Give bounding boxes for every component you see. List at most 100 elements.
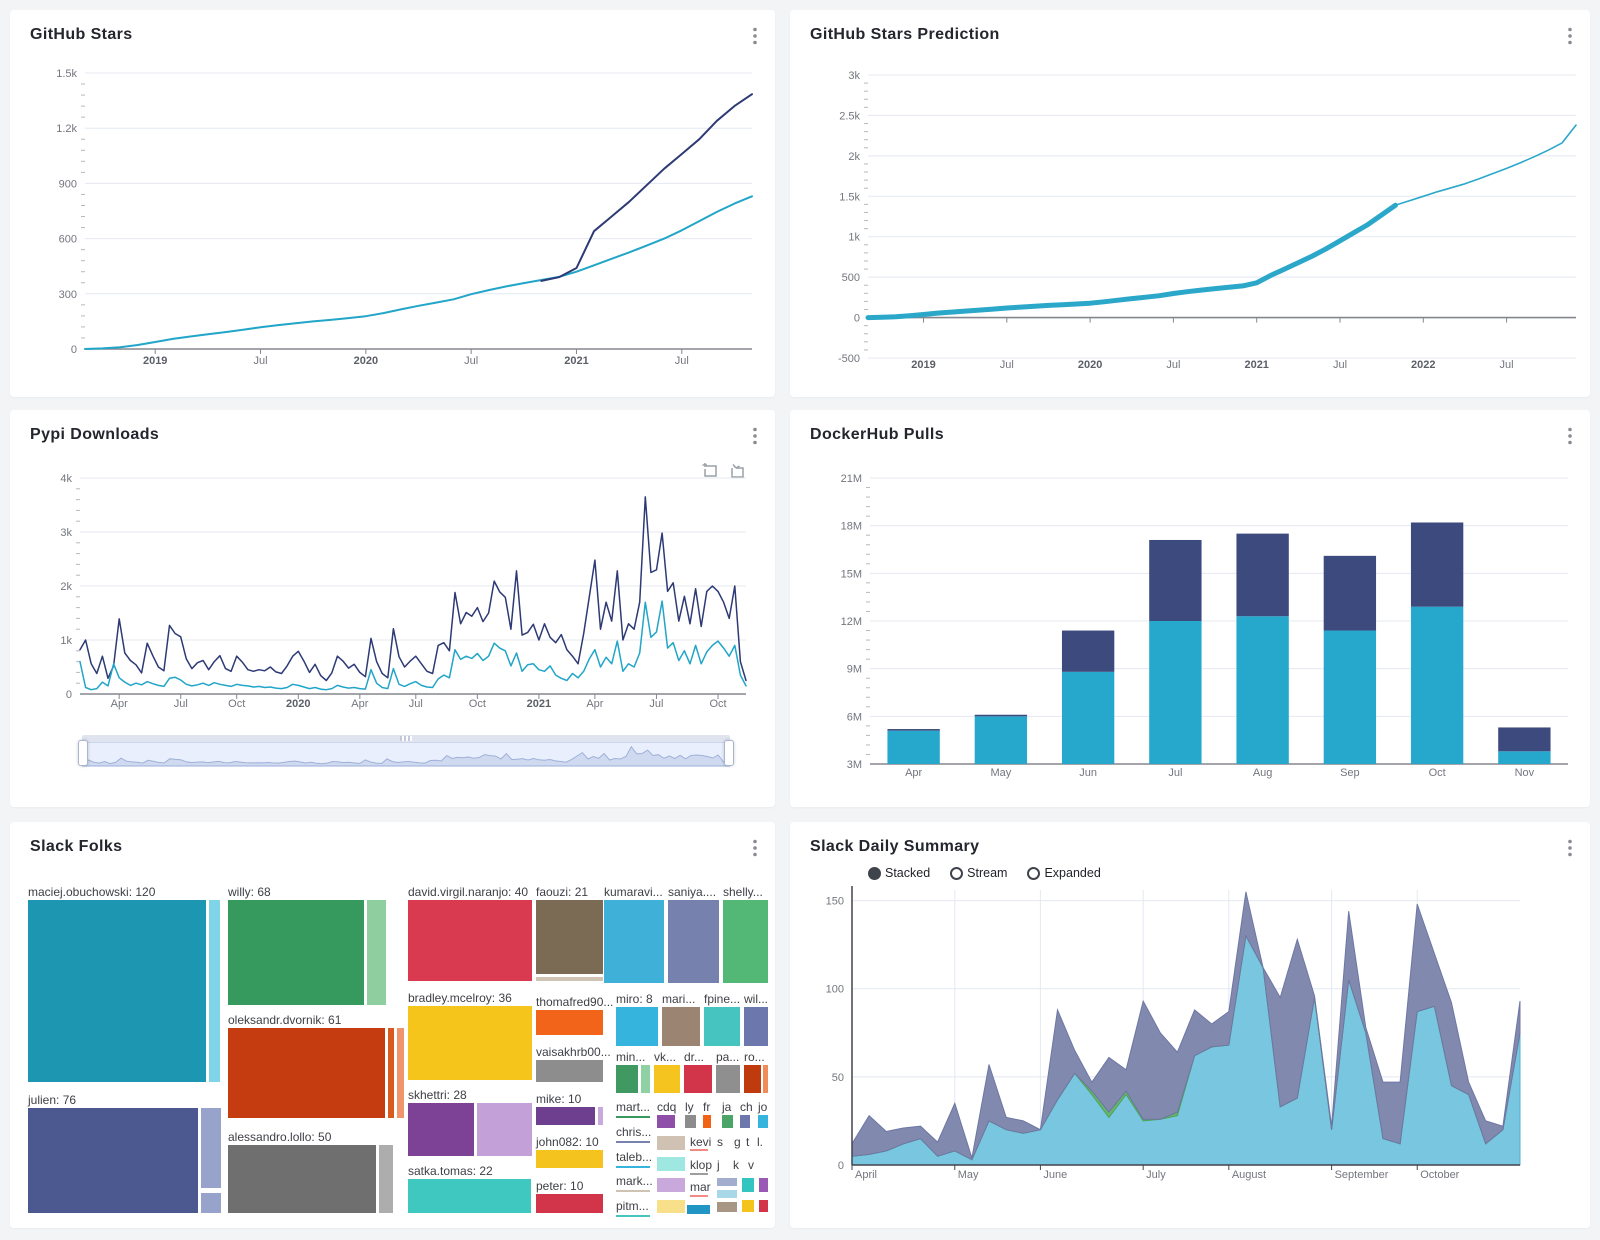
treemap-block[interactable] — [657, 1136, 685, 1150]
treemap-block[interactable] — [657, 1115, 675, 1128]
treemap-block[interactable] — [408, 1179, 531, 1213]
treemap-block[interactable] — [690, 1173, 708, 1175]
treemap-block[interactable] — [722, 1115, 733, 1128]
treemap-block[interactable] — [744, 1007, 768, 1046]
panel-title: Slack Daily Summary — [810, 838, 980, 855]
kebab-menu-icon[interactable] — [1562, 426, 1578, 446]
legend-item-stream[interactable]: Stream — [950, 866, 1007, 880]
github-stars-chart[interactable]: 0 300 600 900 1.2k 1.5k 2019 Jul 2020 Jul 2021 Jul — [10, 10, 775, 397]
kebab-menu-icon[interactable] — [1562, 26, 1578, 46]
treemap-block[interactable] — [536, 1194, 603, 1213]
treemap-block[interactable] — [657, 1157, 685, 1171]
treemap-block[interactable] — [408, 900, 532, 981]
treemap-item-label: l. — [757, 1135, 763, 1149]
treemap-block[interactable] — [201, 1108, 221, 1188]
treemap-block[interactable] — [379, 1145, 393, 1213]
datazoom-handle-right[interactable] — [724, 740, 734, 766]
datazoom-handle-left[interactable] — [78, 740, 88, 766]
legend-item-expanded[interactable]: Expanded — [1027, 866, 1101, 880]
treemap-block[interactable] — [742, 1178, 754, 1192]
kebab-menu-icon[interactable] — [747, 838, 763, 858]
zoom-select-icon[interactable] — [701, 462, 718, 479]
treemap-block[interactable] — [742, 1200, 754, 1212]
datazoom-grip-icon[interactable] — [400, 736, 412, 741]
treemap-block[interactable] — [477, 1103, 532, 1156]
treemap-block[interactable] — [228, 1145, 376, 1213]
pypi-downloads-chart[interactable]: 0 1k 2k 3k 4k Apr Jul Oct 2020 Apr Jul Oct 2021 Apr Ju… — [10, 410, 775, 807]
treemap-block[interactable] — [228, 900, 364, 1005]
kebab-menu-icon[interactable] — [747, 426, 763, 446]
kebab-menu-icon[interactable] — [1562, 838, 1578, 858]
treemap-item-label: pa... — [716, 1050, 740, 1064]
kebab-menu-icon[interactable] — [747, 26, 763, 46]
treemap-block[interactable] — [209, 900, 220, 1082]
svg-text:Oct: Oct — [709, 698, 726, 710]
svg-text:1k: 1k — [848, 232, 860, 244]
treemap-block[interactable] — [616, 1190, 650, 1192]
treemap-block[interactable] — [687, 1205, 710, 1214]
treemap-item-label: mart... — [616, 1100, 651, 1114]
treemap-block[interactable] — [744, 1065, 761, 1093]
treemap-item-label: kumaravi... — [604, 885, 663, 899]
treemap-block[interactable] — [717, 1178, 737, 1186]
svg-text:18M: 18M — [841, 521, 862, 533]
slack-daily-summary-chart[interactable]: 0 50 100 150 April May June July August September… — [790, 822, 1590, 1228]
treemap-block[interactable] — [536, 1150, 603, 1168]
treemap-block[interactable] — [703, 1115, 711, 1128]
treemap-block[interactable] — [408, 1103, 474, 1156]
treemap-block[interactable] — [740, 1115, 750, 1128]
treemap-block[interactable] — [408, 1006, 532, 1080]
treemap-block[interactable] — [616, 1116, 650, 1118]
treemap-block[interactable] — [536, 1107, 595, 1125]
svg-text:2020: 2020 — [354, 355, 378, 367]
treemap-item-label: peter: 10 — [536, 1179, 584, 1193]
treemap-block[interactable] — [717, 1190, 737, 1198]
slack-folks-treemap[interactable]: maciej.obuchowski: 120 julien: 76 willy: 6… — [28, 878, 768, 1218]
datazoom-track[interactable] — [82, 735, 730, 742]
dockerhub-pulls-chart[interactable]: 3M 6M 9M 12M 15M 18M 21M Apr May Jun Jul Aug Sep Oct N… — [790, 410, 1590, 807]
treemap-block[interactable] — [657, 1178, 685, 1192]
treemap-block[interactable] — [598, 1107, 603, 1125]
treemap-block[interactable] — [704, 1007, 740, 1046]
treemap-block[interactable] — [536, 900, 603, 974]
treemap-block[interactable] — [28, 900, 206, 1082]
treemap-block[interactable] — [397, 1028, 404, 1118]
github-stars-prediction-chart[interactable]: -500 0 500 1k 1.5k 2k 2.5k 3k 2019 Jul 2020 Jul 2021… — [790, 10, 1590, 397]
treemap-block[interactable] — [28, 1108, 198, 1213]
treemap-block[interactable] — [723, 900, 768, 983]
treemap-block[interactable] — [536, 1060, 603, 1082]
treemap-block[interactable] — [759, 1200, 768, 1212]
treemap-block[interactable] — [367, 900, 386, 1005]
legend-item-stacked[interactable]: Stacked — [868, 866, 930, 880]
treemap-block[interactable] — [758, 1115, 768, 1128]
treemap-block[interactable] — [616, 1007, 658, 1046]
treemap-block[interactable] — [690, 1195, 708, 1197]
treemap-block[interactable] — [684, 1065, 712, 1093]
treemap-block[interactable] — [657, 1200, 685, 1213]
treemap-block[interactable] — [616, 1141, 650, 1143]
treemap-block[interactable] — [662, 1007, 700, 1046]
treemap-block[interactable] — [668, 900, 719, 983]
treemap-block[interactable] — [388, 1028, 394, 1118]
restore-icon[interactable] — [728, 462, 745, 479]
treemap-block[interactable] — [763, 1065, 768, 1093]
treemap-block[interactable] — [536, 977, 603, 981]
treemap-block[interactable] — [616, 1215, 650, 1217]
treemap-block[interactable] — [716, 1065, 740, 1093]
treemap-block[interactable] — [641, 1065, 650, 1093]
treemap-block[interactable] — [228, 1028, 385, 1118]
svg-text:-500: -500 — [838, 353, 860, 365]
treemap-block[interactable] — [759, 1178, 768, 1192]
datazoom-window[interactable] — [82, 742, 730, 767]
treemap-block[interactable] — [690, 1149, 708, 1151]
datazoom-slider[interactable] — [78, 735, 734, 768]
treemap-block[interactable] — [654, 1065, 680, 1093]
treemap-block[interactable] — [616, 1065, 638, 1093]
treemap-block[interactable] — [717, 1202, 737, 1212]
treemap-item-label: maciej.obuchowski: 120 — [28, 885, 156, 899]
treemap-block[interactable] — [536, 1010, 603, 1035]
treemap-block[interactable] — [685, 1115, 696, 1128]
treemap-block[interactable] — [616, 1166, 650, 1168]
treemap-block[interactable] — [604, 900, 664, 983]
treemap-block[interactable] — [201, 1193, 221, 1213]
